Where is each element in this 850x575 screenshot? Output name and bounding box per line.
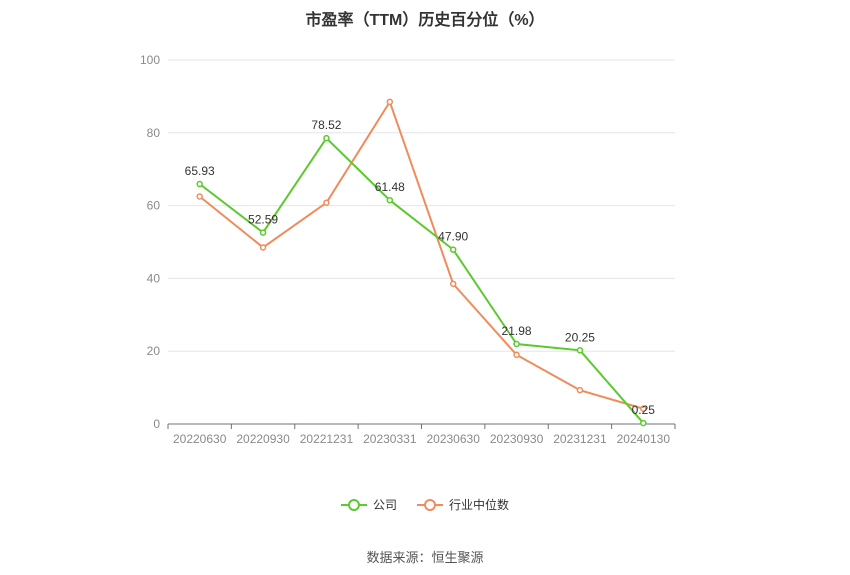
x-tick-label: 20240130 — [617, 432, 671, 446]
data-source: 数据来源：恒生聚源 — [366, 550, 484, 565]
axes: 0 20 40 60 80 100 20220630 20220930 20221231 2023… — [140, 53, 676, 446]
chart-title: 市盈率（TTM）历史百分位（%） — [305, 12, 545, 29]
data-point — [259, 229, 267, 236]
y-tick-label: 60 — [147, 199, 161, 213]
y-tick-label: 100 — [140, 53, 160, 67]
data-label: 78.52 — [311, 118, 341, 132]
data-label: 61.48 — [375, 180, 405, 194]
data-point — [196, 193, 203, 200]
data-point — [259, 244, 267, 251]
series-layer — [196, 98, 647, 427]
data-labels: 65.93 52.59 78.52 61.48 47.90 21.98 20.25 0.25 — [185, 118, 656, 417]
legend: 公司 行业中位数 — [0, 496, 850, 513]
data-point — [513, 351, 520, 359]
legend-label-industry-median: 行业中位数 — [449, 498, 510, 512]
legend-item-company[interactable]: 公司 — [340, 496, 397, 513]
x-tick-label: 20230930 — [490, 432, 544, 446]
line-chart: 0 20 40 60 80 100 20220630 20220930 20221231 2023… — [140, 53, 676, 446]
y-tick-label: 0 — [153, 417, 160, 431]
data-point — [576, 386, 584, 394]
data-label: 20.25 — [565, 330, 595, 344]
series-line-1 — [199, 99, 644, 410]
data-point — [449, 246, 457, 253]
x-tick-label: 20220930 — [236, 432, 290, 446]
y-tick-label: 20 — [147, 344, 161, 358]
data-point — [323, 199, 330, 206]
x-tick-label: 20220630 — [173, 432, 227, 446]
legend-item-industry-median[interactable]: 行业中位数 — [417, 496, 509, 513]
data-point — [196, 180, 203, 188]
y-tick-label: 40 — [147, 271, 161, 285]
data-point — [449, 280, 457, 288]
y-tick-label: 80 — [147, 126, 161, 140]
data-label: 47.90 — [438, 230, 468, 244]
data-point — [640, 405, 647, 412]
x-tick-label: 20230630 — [426, 432, 480, 446]
x-tick-label: 20231231 — [553, 432, 607, 446]
data-label: 21.98 — [502, 324, 532, 338]
data-point — [640, 419, 647, 427]
data-label: 52.59 — [248, 213, 278, 227]
data-label: 65.93 — [185, 164, 215, 178]
grid-lines — [168, 59, 675, 352]
data-point — [323, 134, 330, 142]
x-tick-label: 20221231 — [300, 432, 354, 446]
data-label: 0.25 — [632, 403, 656, 417]
legend-swatch-company — [340, 498, 367, 512]
data-point — [513, 340, 520, 348]
legend-swatch-industry-median — [417, 498, 443, 512]
x-tick-label: 20230331 — [363, 432, 417, 446]
series-line-0 — [199, 136, 645, 424]
legend-label-company: 公司 — [372, 498, 397, 512]
data-point — [386, 196, 394, 204]
data-point — [576, 347, 584, 354]
data-point — [386, 98, 394, 106]
